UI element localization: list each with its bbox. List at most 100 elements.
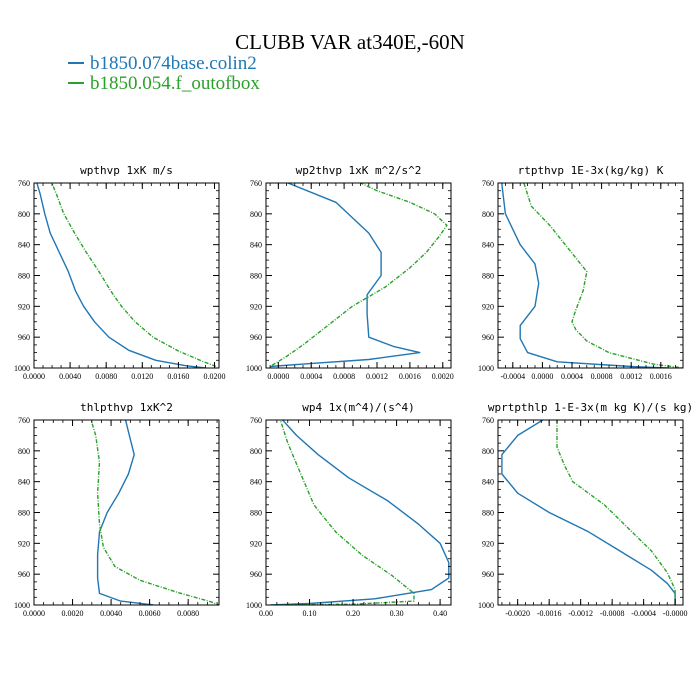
y-tick-label: 800 — [250, 447, 262, 456]
series-line-2 — [51, 183, 217, 368]
series-line-2 — [90, 420, 219, 605]
y-tick-label: 880 — [18, 272, 30, 281]
x-tick-label: 0.0020 — [432, 372, 454, 381]
series-line-2 — [523, 183, 683, 368]
series-line-2 — [274, 420, 415, 605]
y-tick-label: 800 — [482, 210, 494, 219]
series-line-2 — [556, 420, 676, 605]
series-line-1 — [36, 183, 206, 368]
x-tick-label: -0.0008 — [600, 609, 625, 618]
y-tick-label: 1000 — [478, 364, 494, 373]
y-tick-label: 1000 — [14, 601, 30, 610]
legend-entry-2: b1850.054.f_outofbox — [68, 73, 260, 95]
x-tick-label: -0.0004 — [500, 372, 525, 381]
panel-title: wpthvp 1xK m/s — [80, 164, 173, 177]
x-tick-label: 0.0080 — [95, 372, 117, 381]
panel-5: wp4 1x(m^4)/(s^4)76080084088092096010000… — [246, 401, 452, 618]
x-tick-label: 0.0000 — [267, 372, 289, 381]
y-tick-label: 760 — [250, 416, 262, 425]
series-line-1 — [270, 420, 450, 605]
y-tick-label: 840 — [18, 478, 30, 487]
series-line-1 — [270, 183, 421, 368]
x-tick-label: 0.0080 — [177, 609, 199, 618]
series-line-1 — [501, 183, 669, 368]
panel-title: rtpthvp 1E-3x(kg/kg) K — [518, 164, 664, 177]
y-tick-label: 840 — [250, 241, 262, 250]
y-tick-label: 760 — [18, 179, 30, 188]
series-line-1 — [501, 420, 676, 605]
y-tick-label: 880 — [482, 272, 494, 281]
x-tick-label: 0.0020 — [62, 609, 84, 618]
panel-3: rtpthvp 1E-3x(kg/kg) K 760 800 840 880 920 960… — [478, 164, 684, 381]
y-tick-label: 840 — [482, 241, 494, 250]
y-tick-label: 840 — [250, 478, 262, 487]
y-tick-label: 920 — [482, 302, 494, 311]
panel-2: wp2thvp 1xK m^2/s^2 760 800 840 880 920 960 100… — [246, 164, 454, 381]
y-tick-label: 800 — [18, 210, 30, 219]
legend-entry-1: b1850.074base.colin2 — [68, 53, 257, 75]
x-tick-label: -0.0020 — [505, 609, 530, 618]
x-tick-label: 0.0012 — [366, 372, 388, 381]
x-tick-label: 0.0000 — [531, 372, 553, 381]
x-tick-label: 0.20 — [346, 609, 360, 618]
series-line-2 — [269, 183, 448, 368]
panel-4: thlpthvp 1xK^276080084088092096010000.00… — [14, 401, 220, 618]
plot-frame — [265, 419, 452, 606]
plot-frame — [497, 419, 684, 606]
y-tick-label: 760 — [250, 179, 262, 188]
x-tick-label: -0.0000 — [663, 609, 688, 618]
plot-frame — [497, 182, 684, 369]
panel-6: wprtpthlp 1-E-3x(m kg K)/(s kg) 760 800 840… — [478, 401, 693, 618]
x-tick-label: 0.0004 — [300, 372, 322, 381]
panel-title: wp4 1x(m^4)/(s^4) — [302, 401, 415, 414]
y-tick-label: 880 — [482, 509, 494, 518]
plot-frame — [33, 182, 220, 369]
y-tick-label: 1000 — [246, 601, 262, 610]
x-tick-label: 0.0040 — [59, 372, 81, 381]
page-title: CLUBB VAR at340E,-60N — [235, 30, 465, 54]
x-tick-label: 0.0008 — [333, 372, 355, 381]
y-tick-label: 920 — [250, 302, 262, 311]
x-tick-label: 0.30 — [390, 609, 404, 618]
y-tick-label: 920 — [18, 302, 30, 311]
y-tick-label: 960 — [482, 570, 494, 579]
x-tick-label: 0.0060 — [139, 609, 161, 618]
y-tick-label: 800 — [18, 447, 30, 456]
y-tick-label: 1000 — [246, 364, 262, 373]
panel-title: thlpthvp 1xK^2 — [80, 401, 173, 414]
plot-frame — [33, 419, 220, 606]
x-tick-label: -0.0004 — [631, 609, 656, 618]
y-tick-label: 760 — [482, 416, 494, 425]
y-tick-label: 920 — [250, 539, 262, 548]
y-tick-label: 880 — [250, 509, 262, 518]
legend-line-icon — [68, 81, 84, 84]
legend-label: b1850.054.f_outofbox — [90, 73, 260, 94]
y-tick-label: 960 — [482, 333, 494, 342]
x-tick-label: 0.0016 — [399, 372, 421, 381]
y-tick-label: 920 — [18, 539, 30, 548]
panel-1: wpthvp 1xK m/s76080084088092096010000.00… — [14, 164, 225, 381]
x-tick-label: 0.0000 — [23, 609, 45, 618]
x-tick-label: 0.40 — [433, 609, 447, 618]
y-tick-label: 800 — [482, 447, 494, 456]
x-tick-label: 0.0200 — [203, 372, 225, 381]
y-tick-label: 920 — [482, 539, 494, 548]
y-tick-label: 960 — [18, 570, 30, 579]
x-tick-label: 0.0120 — [131, 372, 153, 381]
x-tick-label: 0.00 — [259, 609, 273, 618]
y-tick-label: 840 — [482, 478, 494, 487]
x-tick-label: 0.0012 — [620, 372, 642, 381]
x-tick-label: 0.10 — [303, 609, 317, 618]
legend-line-icon — [68, 61, 84, 64]
x-tick-label: 0.0004 — [561, 372, 583, 381]
x-tick-label: 0.0016 — [650, 372, 672, 381]
y-tick-label: 1000 — [14, 364, 30, 373]
legend-label: b1850.074base.colin2 — [90, 53, 257, 74]
y-tick-label: 760 — [18, 416, 30, 425]
x-tick-label: -0.0016 — [537, 609, 562, 618]
y-tick-label: 760 — [482, 179, 494, 188]
y-tick-label: 880 — [18, 509, 30, 518]
series-line-1 — [96, 420, 154, 605]
y-tick-label: 1000 — [478, 601, 494, 610]
